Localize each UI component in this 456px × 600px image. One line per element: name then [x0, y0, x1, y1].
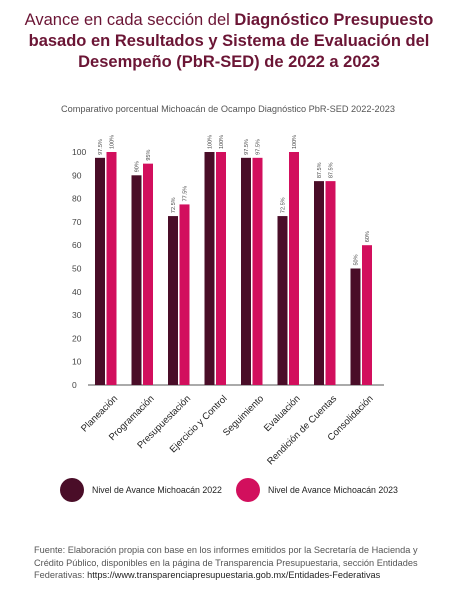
- bar: [216, 152, 226, 385]
- data-label: 97.5%: [98, 139, 104, 155]
- legend-swatch-2022: [60, 478, 84, 502]
- title-bold: Diagnóstico Presupuesto basado en Result…: [28, 11, 434, 71]
- data-label: 100%: [292, 135, 298, 149]
- data-label: 100%: [208, 135, 214, 149]
- y-tick-label: 80: [72, 194, 82, 204]
- y-tick-label: 0: [72, 380, 77, 390]
- y-tick-label: 100: [72, 147, 86, 157]
- y-tick-label: 30: [72, 310, 82, 320]
- y-tick-label: 90: [72, 170, 82, 180]
- chart-title: Comparativo porcentual Michoacán de Ocam…: [61, 104, 395, 114]
- data-label: 100%: [219, 135, 225, 149]
- bar: [106, 152, 117, 385]
- data-label: 100%: [110, 135, 116, 149]
- page-title: Avance en cada sección del Diagnóstico P…: [14, 10, 444, 73]
- data-label: 72.5%: [281, 197, 287, 213]
- source-text: Fuente: Elaboración propia con base en l…: [34, 545, 418, 580]
- data-label: 72.5%: [171, 197, 177, 213]
- source-note: Fuente: Elaboración propia con base en l…: [34, 544, 434, 582]
- bar: [143, 163, 153, 385]
- y-tick-label: 40: [72, 287, 82, 297]
- bar: [179, 204, 190, 385]
- source-link[interactable]: https://www.transparenciapresupuestaria.…: [87, 570, 381, 580]
- bar: [325, 181, 336, 385]
- data-label: 97.5%: [244, 139, 250, 155]
- y-tick-label: 70: [72, 217, 82, 227]
- x-tick-label: Rendición de Cuentas: [265, 393, 339, 467]
- data-label: 50%: [354, 254, 360, 265]
- legend-label-2022: Nivel de Avance Michoacán 2022: [92, 485, 222, 495]
- legend-item-2023: Nivel de Avance Michoacán 2023: [236, 478, 398, 502]
- y-tick-label: 50: [72, 264, 82, 274]
- bar: [350, 268, 361, 385]
- data-label: 87.5%: [329, 162, 335, 178]
- y-tick-label: 60: [72, 240, 82, 250]
- bar: [241, 157, 251, 385]
- data-label: 97.5%: [256, 139, 262, 155]
- bar: [95, 157, 105, 385]
- legend-label-2023: Nivel de Avance Michoacán 2023: [268, 485, 398, 495]
- y-tick-label: 10: [72, 357, 82, 367]
- legend-item-2022: Nivel de Avance Michoacán 2022: [60, 478, 222, 502]
- y-tick-label: 20: [72, 333, 82, 343]
- bar: [362, 245, 372, 385]
- legend-swatch-2023: [236, 478, 260, 502]
- bar: [289, 152, 299, 385]
- data-label: 90%: [135, 161, 141, 172]
- data-label: 95%: [146, 150, 152, 161]
- data-label: 77.5%: [183, 186, 189, 202]
- bar: [252, 157, 263, 385]
- bar: [168, 216, 178, 385]
- bar: [204, 152, 215, 385]
- data-label: 87.5%: [317, 162, 323, 178]
- data-label: 60%: [365, 231, 371, 242]
- bar: [131, 175, 142, 385]
- bar: [277, 216, 288, 385]
- bar: [314, 181, 324, 385]
- title-prefix: Avance en cada sección del: [24, 11, 235, 29]
